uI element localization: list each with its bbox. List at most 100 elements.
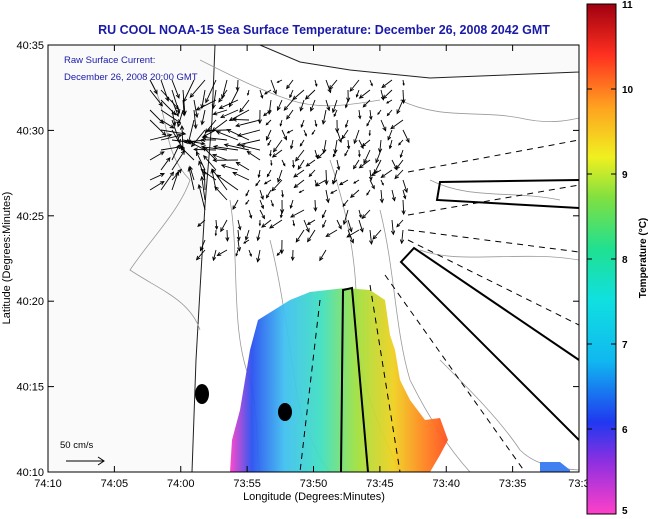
y-tick-label: 40:35 [16, 40, 44, 52]
current-vector [324, 169, 329, 186]
current-vector [187, 140, 206, 151]
current-vector [220, 164, 239, 171]
current-vector [244, 229, 250, 241]
current-vector [171, 168, 183, 181]
current-vector [259, 89, 264, 99]
current-vector [347, 219, 353, 233]
track-lines [340, 179, 579, 472]
current-vector [399, 149, 404, 159]
current-vector [232, 199, 239, 211]
current-vector [330, 189, 338, 194]
current-vector [333, 109, 338, 118]
current-vector [386, 109, 393, 117]
current-vector [265, 189, 272, 199]
current-vector [214, 219, 219, 231]
x-axis-label: Longitude (Degrees:Minutes) [243, 491, 385, 503]
current-vector [171, 89, 181, 114]
x-tick-label: 74:00 [167, 478, 195, 490]
current-vector [265, 119, 272, 126]
current-vector [358, 209, 362, 219]
current-vector [369, 179, 375, 190]
current-vector [399, 229, 405, 245]
x-tick-label: 73:45 [366, 478, 394, 490]
x-tick-label: 74:10 [34, 478, 62, 490]
current-vector [212, 109, 228, 116]
current-vector [349, 79, 360, 92]
current-vector [402, 179, 408, 194]
land-long-island [259, 45, 579, 79]
current-vector [388, 139, 393, 150]
current-vector [232, 171, 250, 181]
current-vector [236, 229, 241, 242]
current-vector [205, 79, 217, 104]
current-vector [270, 159, 273, 167]
current-vector [195, 249, 206, 261]
current-vector [293, 179, 305, 189]
current-vector [366, 119, 371, 127]
current-vector [200, 137, 217, 143]
current-vector [295, 149, 305, 162]
current-vector [314, 119, 318, 128]
radar-site-marker [195, 384, 209, 404]
y-tick-label: 40:10 [16, 467, 44, 479]
current-vector [303, 129, 307, 137]
current-vector [295, 229, 305, 243]
current-vector [306, 219, 316, 225]
current-vector [305, 159, 316, 167]
current-vector [149, 79, 158, 95]
current-vector [281, 189, 284, 198]
current-vector [261, 219, 272, 228]
current-vector [290, 249, 295, 262]
current-vector [215, 130, 239, 141]
current-vector [263, 109, 272, 117]
colorbar-tick-label: 9 [622, 170, 628, 181]
current-vector [200, 109, 206, 126]
current-vector [307, 229, 316, 243]
current-vector [245, 199, 250, 205]
current-vector [346, 89, 351, 103]
current-vector [382, 89, 393, 100]
current-vector [177, 109, 184, 128]
current-vector [193, 99, 199, 119]
current-vector [195, 151, 206, 171]
current-vector [277, 169, 283, 183]
current-vector [149, 133, 173, 141]
current-vector [358, 149, 361, 158]
current-vector [263, 89, 272, 95]
current-vector [346, 139, 351, 150]
current-vector [325, 79, 332, 94]
current-vector [220, 219, 228, 233]
current-vector [272, 139, 283, 153]
current-vector [237, 219, 242, 231]
current-vector [197, 219, 206, 227]
current-vector [226, 129, 250, 141]
current-vector [358, 159, 371, 169]
current-vector [380, 169, 393, 179]
current-vector [189, 79, 206, 98]
current-vector [183, 139, 206, 145]
current-vector [276, 99, 283, 112]
overlay-current-date: December 26, 2008 20:00 GMT [64, 72, 198, 83]
current-vector [201, 135, 228, 141]
current-vector [289, 139, 294, 150]
current-vector [370, 169, 382, 177]
current-vector [396, 219, 404, 228]
current-vector [179, 146, 195, 161]
current-vector [314, 79, 318, 87]
current-vector [212, 249, 217, 262]
current-vector [149, 151, 165, 161]
current-vector [246, 150, 261, 161]
current-vector [256, 249, 261, 263]
current-vector [286, 129, 294, 134]
current-vector [218, 99, 239, 109]
current-vector [350, 189, 360, 199]
current-vector [203, 155, 217, 171]
overlay-current-label: Raw Surface Current: [64, 55, 155, 66]
current-vector [212, 144, 239, 151]
current-vector [377, 109, 382, 116]
current-vector [321, 209, 327, 219]
current-vector [353, 179, 360, 184]
current-vector [214, 229, 218, 237]
current-vector [281, 129, 288, 141]
x-tick-label: 74:05 [101, 478, 129, 490]
